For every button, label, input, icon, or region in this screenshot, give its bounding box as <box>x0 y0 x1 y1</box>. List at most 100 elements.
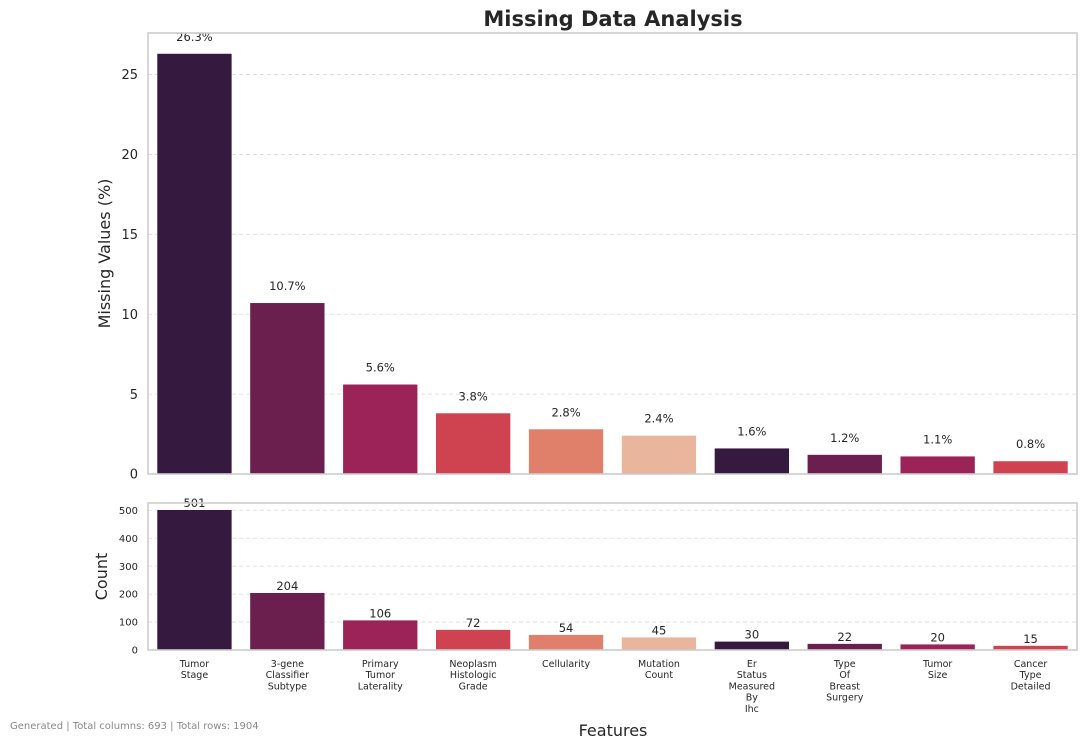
percent-bar <box>900 456 975 474</box>
count-bar-value-label: 22 <box>837 630 852 644</box>
count-bar-value-label: 20 <box>930 630 945 644</box>
chart-title: Missing Data Analysis <box>483 7 742 31</box>
count-y-tick-label: 200 <box>119 590 138 601</box>
x-tick-label-line: 3-gene <box>271 659 304 670</box>
count-bar <box>157 509 232 650</box>
percent-y-tick-label: 20 <box>121 148 138 163</box>
percent-y-tick-label: 25 <box>121 68 138 83</box>
percent-bar-value-label: 2.4% <box>644 412 673 426</box>
percent-bar <box>621 435 697 474</box>
x-tick-label-line: Classifier <box>266 670 309 681</box>
x-tick-label: Primary Tumor Laterality <box>358 659 403 692</box>
percent-y-tick-label: 10 <box>121 308 138 323</box>
x-tick-label-line: Cancer <box>1014 659 1048 670</box>
x-tick-label-line: Tumor <box>179 659 209 670</box>
count-y-tick-label: 0 <box>132 646 138 657</box>
x-tick-label-line: Breast <box>829 681 860 692</box>
count-y-tick-label: 300 <box>119 562 138 573</box>
percent-bar-value-label: 3.8% <box>459 389 488 403</box>
count-bar <box>621 637 697 650</box>
x-tick-label: Er Status Measured By Ihc <box>729 659 775 715</box>
count-bar <box>435 629 511 650</box>
x-tick-label: Tumor Stage <box>179 659 209 681</box>
percent-panel: 0 5 10 15 20 25 26.3% 10.7% 5.6% 3.8% 2.8% 2.4% 1.6%… <box>95 30 1078 483</box>
x-tick-label-line: Tumor <box>922 659 952 670</box>
count-y-tick-label: 100 <box>119 618 138 629</box>
footer-text: Generated | Total columns: 693 | Total r… <box>10 721 259 732</box>
x-axis-label: Features <box>579 721 648 740</box>
percent-bar-value-label: 26.3% <box>176 30 213 44</box>
percent-bar <box>993 461 1068 474</box>
count-bar-value-label: 72 <box>466 616 481 630</box>
x-tick-label-line: Grade <box>459 681 488 692</box>
percent-bar-value-label: 1.1% <box>923 432 952 446</box>
x-tick-label-line: Er <box>747 659 757 670</box>
x-tick-label: Neoplasm Histologic Grade <box>449 659 496 692</box>
count-y-tick-label: 400 <box>119 534 138 545</box>
count-bar <box>528 634 604 650</box>
percent-bar-value-label: 10.7% <box>269 279 306 293</box>
count-bar-value-label: 106 <box>369 606 391 620</box>
count-bar-value-label: 15 <box>1023 632 1038 646</box>
x-tick-label: Mutation Count <box>638 659 680 681</box>
x-tick-label-line: Size <box>928 670 948 681</box>
x-tick-label-line: Primary <box>362 659 399 670</box>
count-axes-frame <box>147 502 1078 651</box>
count-bar-value-label: 204 <box>276 579 298 593</box>
percent-y-tick-label: 5 <box>130 388 138 403</box>
count-bar <box>250 592 325 650</box>
percent-bar <box>435 413 511 474</box>
percent-bar <box>528 429 604 474</box>
percent-bar-value-label: 5.6% <box>366 361 395 375</box>
percent-bar <box>343 384 418 474</box>
x-tick-label-line: Count <box>645 670 673 681</box>
x-tick-label: Tumor Size <box>922 659 952 681</box>
x-tick-label: Cancer Type Detailed <box>1011 659 1051 692</box>
count-bar <box>807 643 882 650</box>
x-tick-label: Cellularity <box>542 659 591 670</box>
x-tick-label-line: By <box>746 693 759 704</box>
count-bar <box>714 641 790 650</box>
x-tick-label-line: Type <box>833 659 856 670</box>
count-bar-value-label: 45 <box>652 623 667 637</box>
x-tick-label-line: Ihc <box>745 704 759 715</box>
percent-axes-frame <box>147 32 1078 475</box>
x-tick-label-line: Histologic <box>450 670 497 681</box>
x-tick-label-line: Status <box>737 670 767 681</box>
percent-y-tick-label: 15 <box>121 228 138 243</box>
x-tick-label-line: Surgery <box>826 693 864 704</box>
percent-bar <box>250 303 325 474</box>
count-bar <box>900 644 975 650</box>
percent-bar-value-label: 1.6% <box>737 424 766 438</box>
x-tick-label-line: Mutation <box>638 659 680 670</box>
x-tick-label-line: Neoplasm <box>449 659 496 670</box>
x-tick-label: 3-gene Classifier Subtype <box>266 659 309 692</box>
count-bar-value-label: 54 <box>559 621 574 635</box>
x-tick-label-line: Laterality <box>358 681 403 692</box>
x-tick-label-line: Stage <box>181 670 209 681</box>
x-tick-label-line: Tumor <box>365 670 395 681</box>
percent-bar-value-label: 1.2% <box>830 431 859 445</box>
count-bar-value-label: 30 <box>745 628 760 642</box>
count-y-tick-label: 500 <box>119 506 138 517</box>
percent-bar <box>807 454 882 474</box>
count-bar <box>993 645 1068 650</box>
x-tick-label: Type Of Breast Surgery <box>826 659 864 704</box>
percent-bar-value-label: 2.8% <box>551 405 580 419</box>
percent-bar-value-label: 0.8% <box>1016 437 1045 451</box>
percent-y-tick-label: 0 <box>130 468 138 483</box>
x-tick-label-line: Type <box>1019 670 1042 681</box>
x-tick-label-line: Detailed <box>1011 681 1051 692</box>
percent-y-axis-label: Missing Values (%) <box>95 179 114 329</box>
x-tick-label-line: Of <box>839 670 850 681</box>
x-tick-label-line: Cellularity <box>542 659 591 670</box>
percent-bar <box>157 53 232 475</box>
x-tick-label-line: Subtype <box>268 681 307 692</box>
count-bar <box>343 620 418 650</box>
percent-bar <box>714 448 790 474</box>
x-tick-label-line: Measured <box>729 681 775 692</box>
